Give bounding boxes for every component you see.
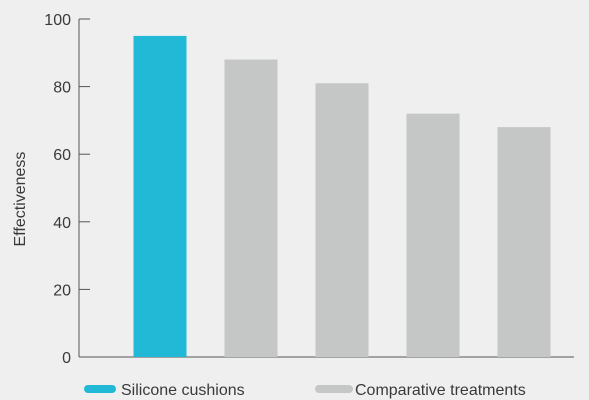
legend-swatch-comparative: [315, 385, 353, 393]
legend-item-silicone: Silicone cushions: [84, 382, 245, 399]
bar-1: [133, 35, 187, 358]
bar-4: [406, 113, 460, 357]
y-tick-label: 20: [53, 282, 71, 299]
legend: Silicone cushions Comparative treatments: [84, 382, 526, 399]
legend-label-silicone: Silicone cushions: [121, 382, 245, 399]
legend-label-comparative: Comparative treatments: [355, 382, 526, 399]
bars: [133, 35, 551, 358]
bar-5: [497, 127, 551, 357]
y-tick-label: 40: [53, 215, 71, 232]
y-axis: 0 20 40 60 80 100: [44, 12, 90, 367]
legend-swatch-silicone: [84, 385, 116, 393]
bar-3: [315, 83, 369, 357]
legend-item-comparative: Comparative treatments: [315, 382, 526, 399]
bar-2: [224, 59, 278, 358]
y-tick-label: 80: [53, 80, 71, 97]
y-axis-title: Effectiveness: [12, 152, 29, 247]
y-tick-label: 60: [53, 147, 71, 164]
y-tick-label: 0: [62, 350, 71, 367]
y-tick-label: 100: [44, 12, 71, 29]
